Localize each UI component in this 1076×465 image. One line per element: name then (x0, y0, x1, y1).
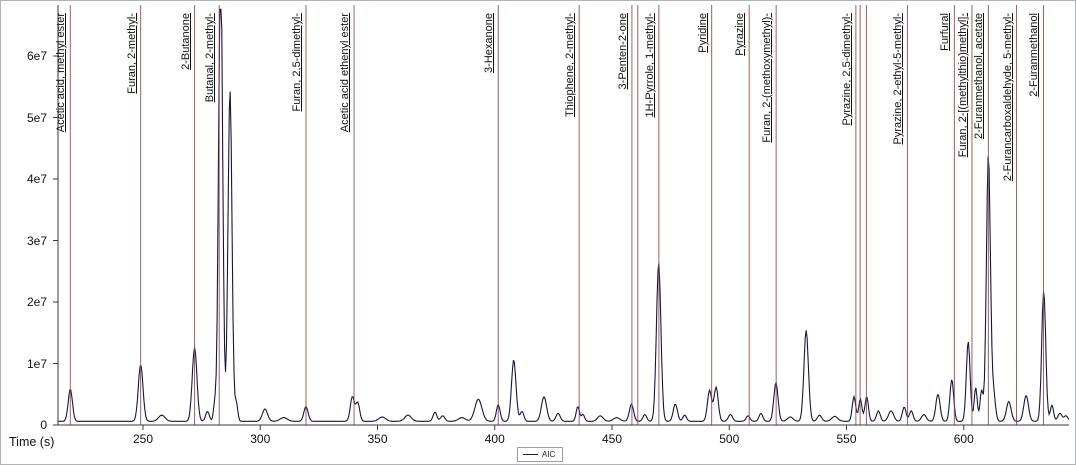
peak-label[interactable]: 2-Butanone (179, 13, 192, 70)
x-tick-label: 250 (132, 432, 154, 446)
y-tick-label: 1e7 (26, 356, 47, 371)
peak-label[interactable]: Furan, 2-(methoxymethyl)- (761, 13, 774, 143)
peak-label[interactable]: 2-Furancarboxaldehyde, 5-methyl- (1001, 13, 1014, 182)
y-tick-label: 2e7 (26, 295, 47, 309)
y-tick-label: 3e7 (26, 233, 47, 248)
y-tick-label: 4e7 (26, 172, 47, 186)
peak-label[interactable]: Thiophene, 2-methyl- (564, 13, 577, 117)
peak-label[interactable]: 2-Furanmethanol (1028, 13, 1041, 97)
x-tick-label: 400 (484, 432, 505, 446)
peak-label[interactable]: 2-Furanmethanol, acetate (973, 13, 986, 139)
peak-label[interactable]: Pyrazine, 2-ethyl-5-methyl- (892, 13, 905, 145)
peak-label[interactable]: Acetic acid ethenyl ester (339, 13, 352, 133)
legend[interactable]: AIC (517, 447, 564, 462)
x-tick-label: 600 (953, 432, 974, 446)
peak-label[interactable]: Furan, 2-methyl- (125, 13, 138, 94)
x-tick-label: 500 (719, 432, 740, 446)
y-tick-label: 6e7 (26, 49, 47, 63)
legend-line-swatch (523, 454, 538, 455)
x-tick-label: 300 (250, 432, 271, 446)
x-tick-label: 550 (836, 432, 857, 446)
legend-series-label: AIC (542, 449, 556, 459)
peak-label[interactable]: Pyrazine, 2,5-dimethyl- (840, 13, 853, 126)
y-tick-label: 5e7 (26, 110, 47, 125)
x-axis-title: Time (s) (9, 435, 55, 449)
peak-label[interactable]: 3-Penten-2-one (616, 13, 629, 90)
x-tick-label: 350 (367, 432, 388, 446)
peak-label[interactable]: Furan, 2,5-dimethyl- (290, 13, 303, 112)
peak-label[interactable]: 1H-Pyrrole, 1-methyl- (643, 13, 656, 118)
peak-label[interactable]: Pyrazine (734, 13, 747, 56)
trace-path (58, 8, 1070, 422)
peak-label[interactable]: Furfural (939, 13, 952, 51)
peak-label[interactable]: 3-Hexanone (483, 13, 496, 73)
peak-label[interactable]: Pyridine (696, 13, 709, 53)
y-tick-label: 0 (40, 418, 47, 432)
peak-label[interactable]: Butanal, 2-methyl- (204, 13, 217, 103)
peak-label[interactable]: Acetic acid, methyl ester (55, 13, 68, 133)
peak-label[interactable]: Furan, 2-[(methylthio)methyl]- (956, 13, 969, 158)
x-tick-label: 450 (601, 432, 623, 446)
